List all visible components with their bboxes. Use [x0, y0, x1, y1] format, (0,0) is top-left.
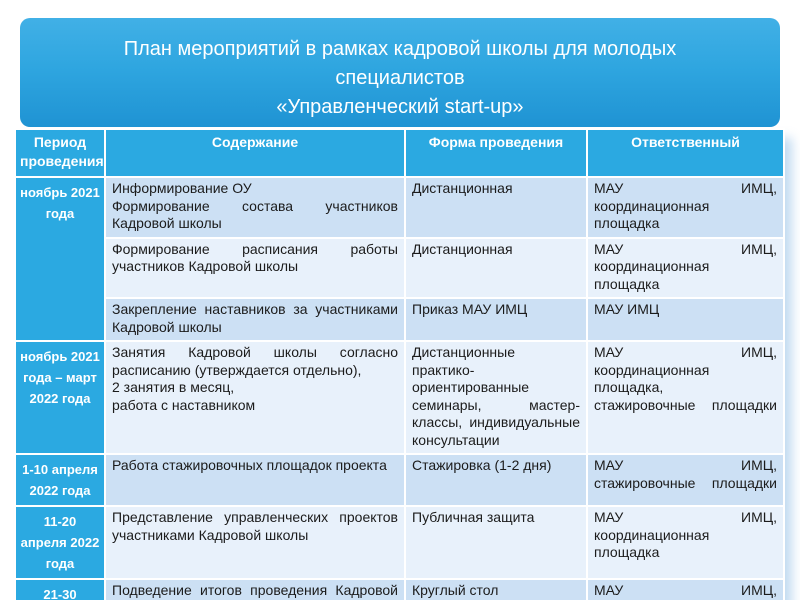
- responsible-cell: МАУ ИМЦ, координационная площадка: [586, 505, 785, 580]
- form-cell: Дистанционные практико-ориентированные с…: [404, 340, 588, 455]
- period-cell: 21-30 апреля 2022 года: [14, 578, 106, 600]
- header-form: Форма проведения: [404, 128, 588, 178]
- content-cell: Информирование ОУ Формирование состава у…: [104, 176, 406, 239]
- schedule-table: Период проведения Содержание Форма прове…: [14, 128, 785, 600]
- responsible-cell: МАУ ИМЦ: [586, 297, 785, 342]
- period-cell: 11-20 апреля 2022 года: [14, 505, 106, 580]
- header-row: Период проведения Содержание Форма прове…: [14, 128, 785, 178]
- header-period: Период проведения: [14, 128, 106, 178]
- slide-title: План мероприятий в рамках кадровой школы…: [123, 38, 677, 118]
- table-row: Формирование расписания работы участнико…: [15, 236, 785, 299]
- table-row: 21-30 апреля 2022 года Подведение итогов…: [14, 578, 785, 600]
- form-cell: Дистанционная: [404, 236, 588, 299]
- form-cell: Круглый стол: [404, 578, 588, 600]
- header-responsible: Ответственный: [586, 128, 785, 178]
- content-cell: Закрепление наставников за участниками К…: [104, 297, 406, 342]
- form-cell: Публичная защита: [404, 505, 588, 580]
- responsible-cell: МАУ ИМЦ, координационная площадка: [586, 236, 785, 299]
- table-row: ноябрь 2021 года Информирование ОУ Форми…: [14, 176, 785, 342]
- table-row: 11-20 апреля 2022 года Представление упр…: [14, 505, 785, 580]
- content-cell: Занятия Кадровой школы согласно расписан…: [104, 340, 406, 455]
- responsible-cell: МАУ ИМЦ, координационная площадка: [586, 176, 785, 239]
- period-cell: ноябрь 2021 года: [14, 176, 106, 342]
- form-cell: Приказ МАУ ИМЦ: [404, 297, 588, 342]
- content-cell: Формирование расписания работы участнико…: [104, 236, 406, 299]
- title-banner: План мероприятий в рамках кадровой школы…: [20, 18, 780, 127]
- form-cell: Дистанционная: [404, 176, 588, 239]
- header-content: Содержание: [104, 128, 406, 178]
- table-row: Закрепление наставников за участниками К…: [15, 297, 785, 342]
- form-cell: Стажировка (1-2 дня): [404, 453, 588, 507]
- period-cell: 1-10 апреля 2022 года: [14, 453, 106, 507]
- period-cell: ноябрь 2021 года – март 2022 года: [14, 340, 106, 455]
- table-row: ноябрь 2021 года – март 2022 года Заняти…: [14, 340, 785, 455]
- content-cell: Подведение итогов проведения Кадровой шк…: [104, 578, 406, 600]
- responsible-cell: МАУ ИМЦ, координационная площадка: [586, 578, 785, 600]
- responsible-cell: МАУ ИМЦ, стажировочные площадки: [586, 453, 785, 507]
- responsible-cell: МАУ ИМЦ, координационная площадка, стажи…: [586, 340, 785, 455]
- content-cell: Работа стажировочных площадок проекта: [104, 453, 406, 507]
- table-row: 1-10 апреля 2022 года Работа стажировочн…: [14, 453, 785, 507]
- content-cell: Представление управленческих проектов уч…: [104, 505, 406, 580]
